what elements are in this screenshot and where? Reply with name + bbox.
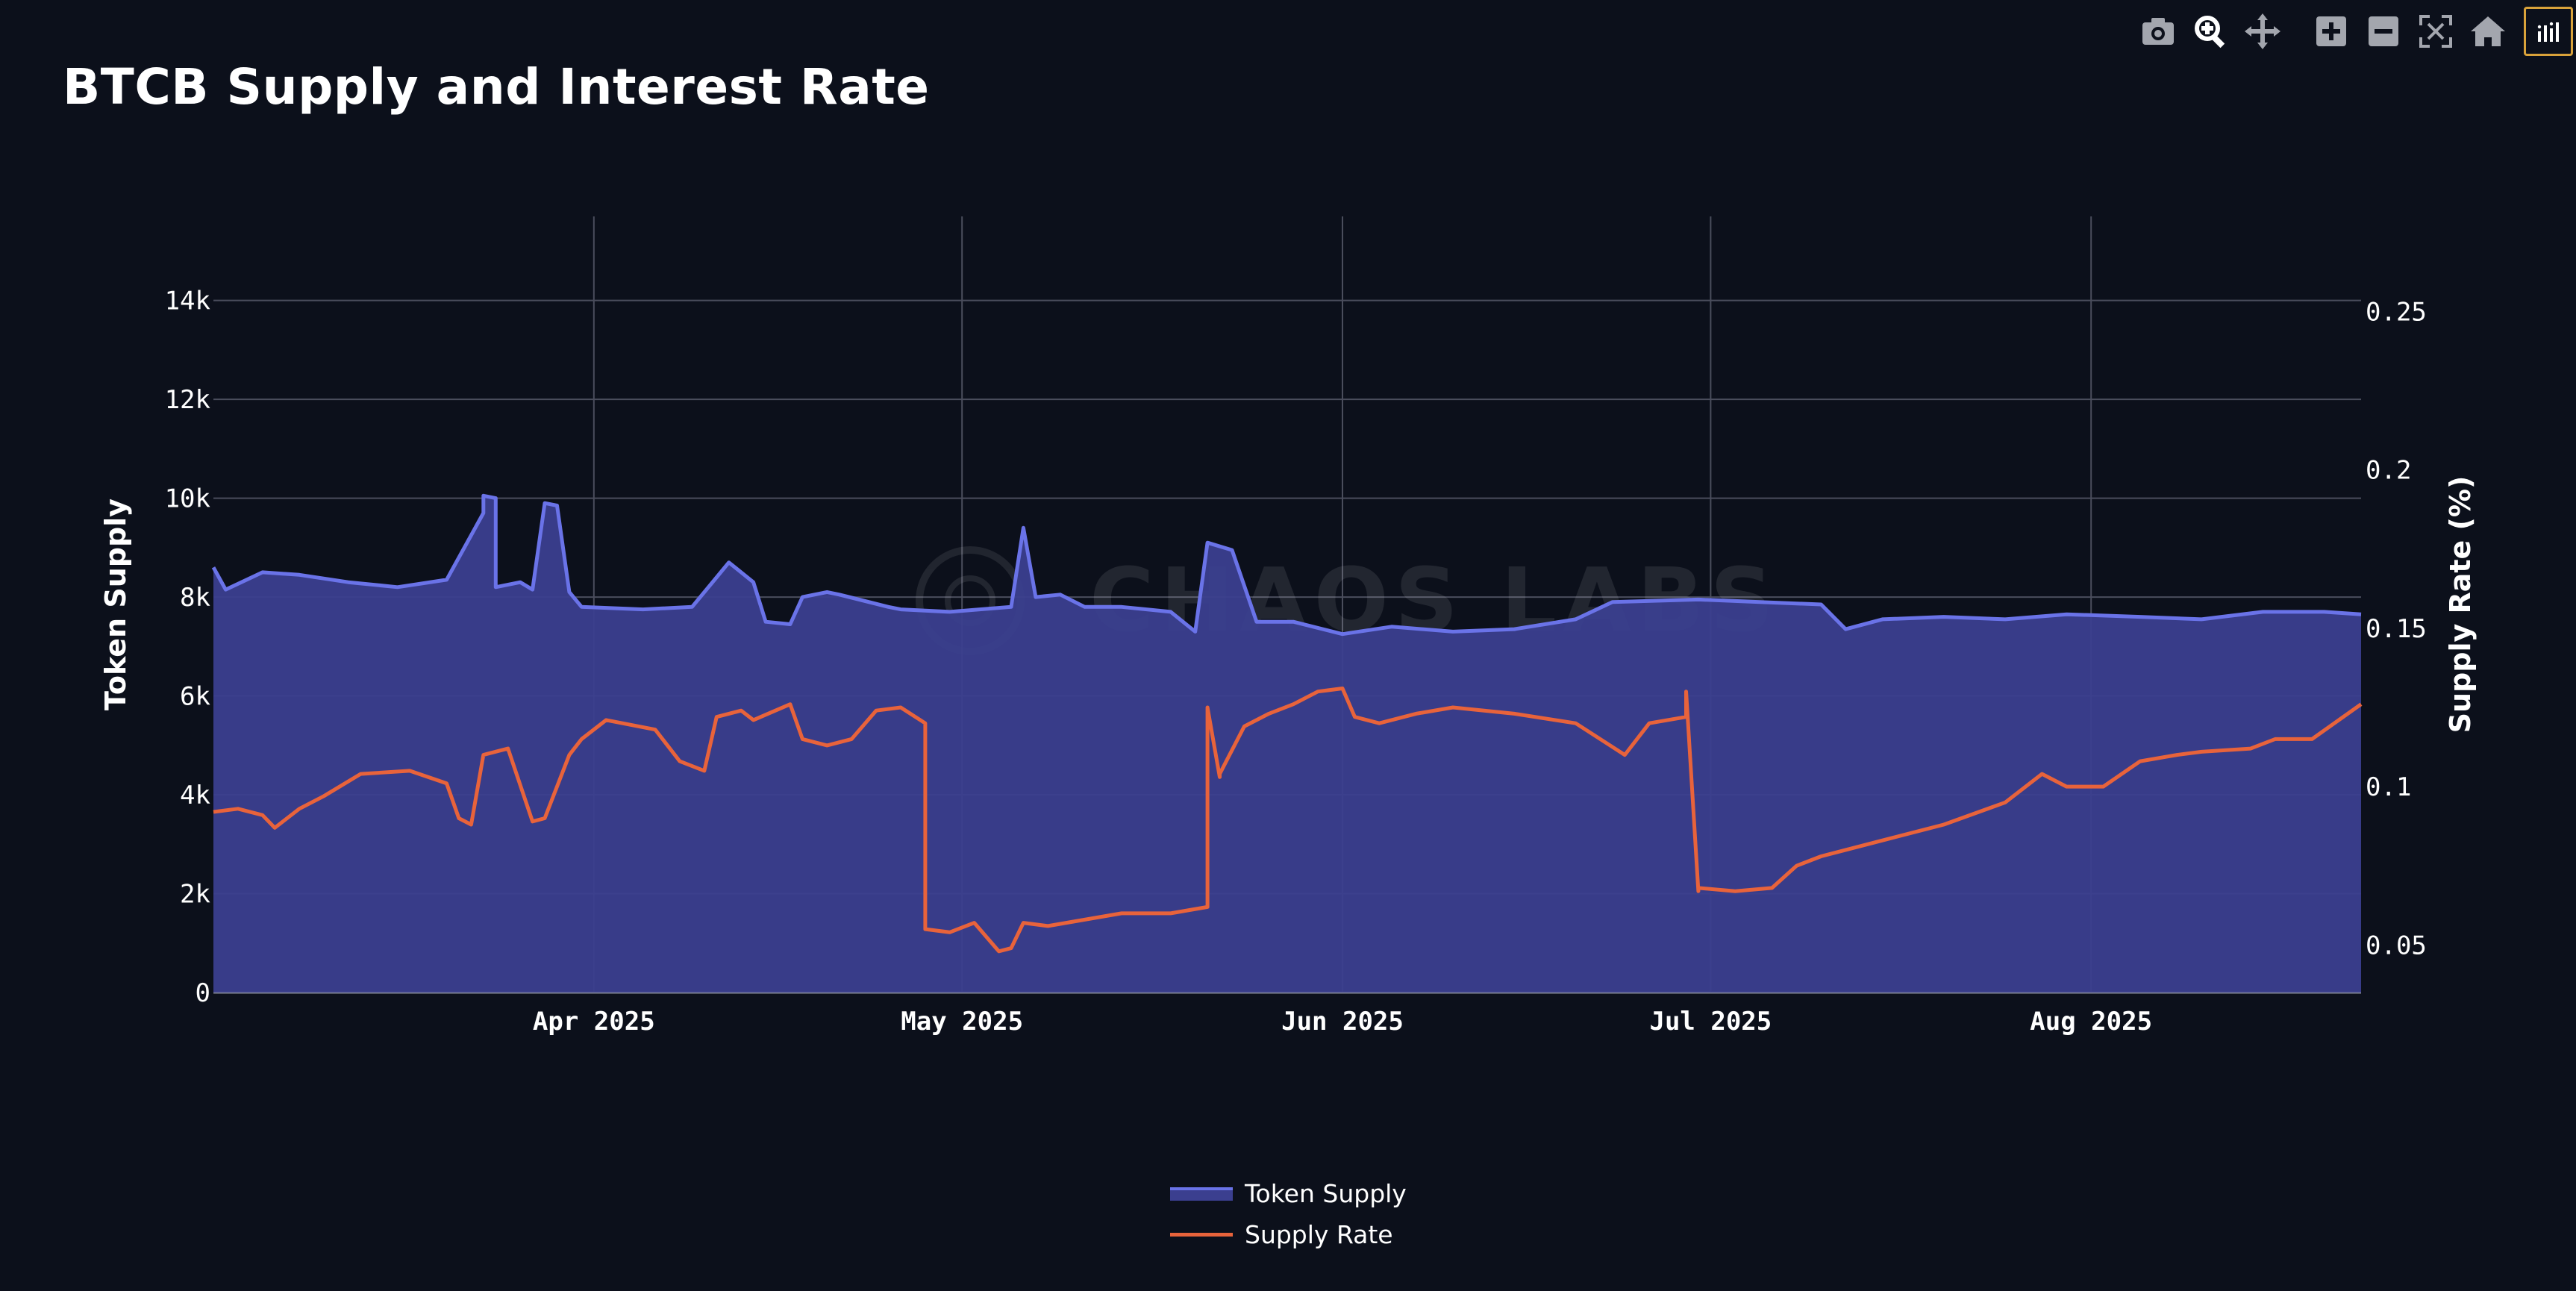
pan-icon[interactable] (2242, 10, 2283, 52)
y2-tick-label: 0.25 (2366, 297, 2427, 327)
token-supply-line (211, 493, 2362, 637)
legend-item-token-supply[interactable]: Token Supply (1170, 1173, 1407, 1214)
supply-rate-line (213, 687, 2363, 954)
chart-legend: Token Supply Supply Rate (1170, 1173, 1407, 1255)
y2-tick-label: 0.1 (2366, 772, 2411, 802)
x-tick-label: Aug 2025 (2030, 1007, 2152, 1037)
token-supply-area (213, 496, 2361, 993)
y-tick-label: 8k (180, 583, 210, 613)
autoscale-icon[interactable] (2415, 10, 2457, 52)
legend-label-token-supply: Token Supply (1245, 1179, 1407, 1208)
plotly-logo-icon[interactable] (2524, 7, 2573, 56)
y-tick-label: 2k (180, 880, 210, 910)
zoom-in-icon[interactable] (2310, 10, 2352, 52)
y-axis-ticks: 0 2k 4k 6k 8k 10k 12k 14k (165, 287, 210, 1008)
supply-rate-series (213, 687, 2363, 954)
y2-tick-label: 0.2 (2366, 456, 2411, 486)
legend-swatch-token-supply (1170, 1187, 1233, 1201)
zoom-out-icon[interactable] (2363, 10, 2404, 52)
chart-title: BTCB Supply and Interest Rate (63, 58, 930, 116)
y2-axis-label: Supply Rate (%) (2444, 476, 2477, 734)
y-tick-label: 0 (196, 978, 210, 1008)
y2-tick-label: 0.05 (2366, 931, 2427, 960)
legend-item-supply-rate[interactable]: Supply Rate (1170, 1214, 1407, 1255)
y-tick-label: 6k (180, 682, 210, 712)
y2-tick-label: 0.15 (2366, 614, 2427, 644)
x-tick-label: Apr 2025 (533, 1007, 655, 1037)
legend-label-supply-rate: Supply Rate (1245, 1220, 1393, 1249)
zoom-icon[interactable] (2189, 10, 2231, 52)
token-supply-series (211, 493, 2362, 993)
x-tick-label: Jun 2025 (1281, 1007, 1404, 1037)
x-axis-ticks: Apr 2025 May 2025 Jun 2025 Jul 2025 Aug 2025 (533, 1007, 2152, 1037)
x-tick-label: Jul 2025 (1649, 1007, 1772, 1037)
y-tick-label: 12k (165, 385, 210, 415)
y2-axis-ticks: 0.05 0.1 0.15 0.2 0.25 (2366, 297, 2427, 960)
y-tick-label: 10k (165, 484, 210, 514)
legend-swatch-supply-rate (1170, 1233, 1233, 1237)
y-axis-label: Token Supply (99, 498, 132, 710)
chart-modebar (2127, 7, 2576, 56)
reset-axes-icon[interactable] (2467, 10, 2509, 52)
y-tick-label: 4k (180, 781, 210, 810)
camera-icon[interactable] (2137, 10, 2179, 52)
x-tick-label: May 2025 (901, 1007, 1023, 1037)
y-tick-label: 14k (165, 287, 210, 316)
